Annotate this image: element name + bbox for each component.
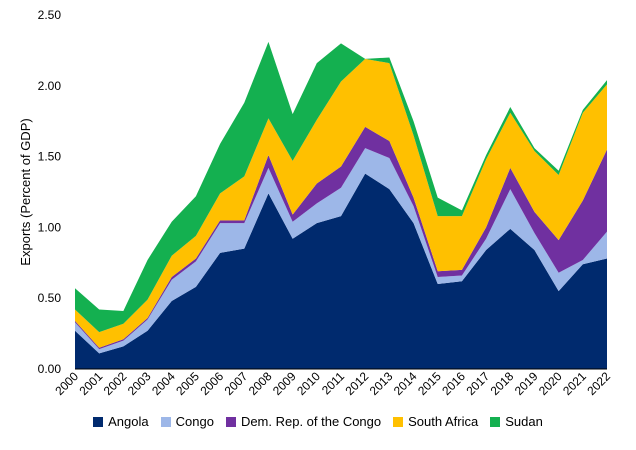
x-tick-label: 2022 (584, 369, 613, 398)
y-tick-label: 1.50 (38, 150, 62, 164)
x-tick-label: 2012 (343, 369, 372, 398)
legend-swatch (393, 416, 404, 427)
area-south-africa (75, 58, 607, 348)
y-tick-labels: 0.00 0.50 1.00 1.50 2.00 2.50 (38, 8, 62, 376)
legend-item-dem-rep-of-the-congo: Dem. Rep. of the Congo (225, 414, 382, 429)
legend-label: Angola (108, 414, 149, 429)
x-tick-label: 2016 (439, 369, 468, 398)
x-tick-label: 2021 (560, 369, 589, 398)
x-tick-label: 2001 (77, 369, 106, 398)
area-congo (75, 148, 607, 354)
area-series-group (75, 41, 607, 369)
area-sudan (75, 41, 607, 333)
legend-item-sudan: Sudan (490, 414, 543, 429)
x-tick-label: 2018 (488, 369, 517, 398)
legend-label: Dem. Rep. of the Congo (240, 414, 382, 429)
legend-label: South Africa (408, 414, 479, 429)
x-tick-label: 2006 (197, 369, 226, 398)
y-tick-label: 0.50 (38, 291, 62, 305)
x-tick-label: 2015 (415, 369, 444, 398)
x-tick-label: 2013 (367, 369, 396, 398)
legend-item-south-africa: South Africa (393, 414, 478, 429)
legend-swatch (225, 416, 236, 427)
x-tick-label: 2003 (125, 369, 154, 398)
x-tick-label: 2011 (319, 369, 347, 397)
x-tick-label: 2020 (536, 369, 565, 398)
x-tick-label: 2019 (512, 369, 541, 398)
legend-label: Congo (175, 414, 214, 429)
x-tick-label: 2014 (391, 369, 420, 398)
legend-swatch (160, 416, 171, 427)
legend-swatch (93, 416, 104, 427)
legend-swatch (490, 416, 501, 427)
y-tick-label: 2.00 (38, 79, 62, 93)
legend-label: Sudan (505, 414, 543, 429)
area-angola (75, 173, 607, 369)
y-tick-label: 0.00 (38, 362, 62, 376)
area-dem-rep-of-the-congo (75, 126, 607, 350)
x-tick-labels: 2000200120022003200420052006200720082009… (52, 369, 613, 398)
x-tick-label: 2004 (149, 369, 178, 398)
y-axis-label: Exports (Percent of GDP) (18, 118, 33, 265)
legend-item-angola: Angola (93, 414, 149, 429)
x-tick-label: 2010 (294, 369, 323, 398)
legend: Angola Congo Dem. Rep. of the Congo South A… (0, 414, 636, 429)
x-tick-label: 2009 (270, 369, 299, 398)
legend-item-congo: Congo (160, 414, 214, 429)
x-tick-label: 2008 (246, 369, 275, 398)
x-tick-label: 2002 (101, 369, 130, 398)
y-tick-label: 2.50 (38, 8, 62, 22)
x-tick-label: 2017 (463, 369, 492, 398)
y-tick-label: 1.00 (38, 220, 62, 234)
x-tick-label: 2007 (222, 369, 251, 398)
x-tick-label: 2005 (173, 369, 202, 398)
